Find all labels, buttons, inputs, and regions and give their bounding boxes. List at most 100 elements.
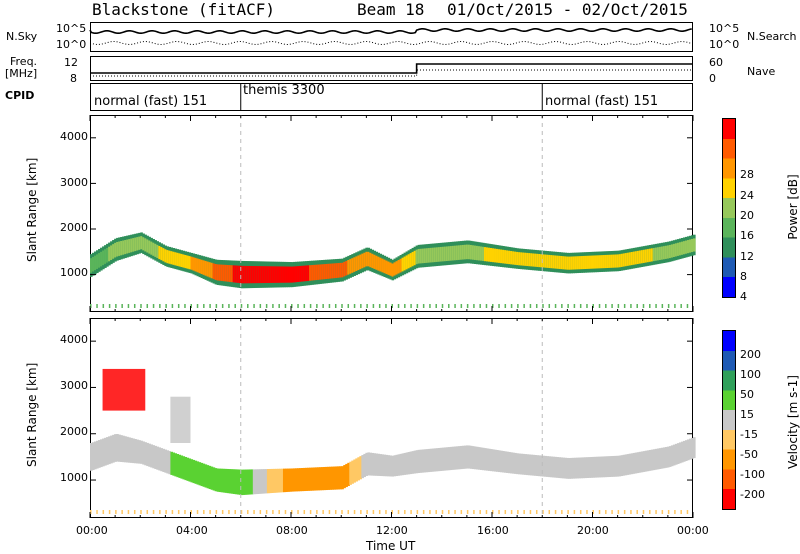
power-band-core: [389, 262, 393, 276]
near-range-speckle: [617, 510, 620, 514]
velocity-band-cell: [580, 457, 584, 479]
power-band-core: [652, 247, 656, 262]
velocity-band-cell: [610, 456, 614, 477]
power-band-core: [256, 266, 260, 284]
power-band-core: [620, 253, 624, 267]
power-band-core: [602, 255, 606, 269]
vel-cb-tick-50: 50: [740, 388, 754, 401]
velocity-band-cell: [473, 446, 477, 470]
power-band-core: [367, 251, 370, 267]
power-band-core: [536, 253, 539, 267]
velocity-band-cell: [94, 441, 97, 470]
near-range-speckle: [473, 510, 475, 514]
velocity-band-cell: [654, 448, 658, 470]
velocity-band-cell: [638, 451, 642, 473]
near-range-speckle: [535, 510, 538, 514]
power-band-core: [168, 250, 171, 264]
velocity-band-cell: [100, 439, 103, 468]
velocity-band-cell: [166, 450, 169, 474]
velocity-band-cell: [455, 446, 459, 470]
velocity-band-cell: [576, 457, 580, 479]
power-band-core: [658, 246, 662, 261]
power-band-core: [638, 250, 642, 264]
power-band-core: [457, 245, 461, 260]
velocity-band-cell: [295, 468, 298, 492]
near-range-speckle: [297, 304, 299, 308]
near-range-speckle: [667, 304, 670, 308]
near-range-speckle: [284, 510, 287, 514]
velocity-band-cell: [122, 435, 125, 463]
power-band-core: [417, 248, 421, 264]
velocity-band-cell: [319, 467, 322, 491]
near-range-speckle: [209, 510, 211, 514]
power-band-core: [174, 252, 178, 266]
near-range-speckle: [579, 510, 582, 514]
vel-cb-tick-m15: -15: [740, 428, 758, 441]
near-range-speckle: [247, 510, 249, 514]
power-band-core: [192, 257, 196, 271]
power-band-core: [578, 256, 582, 270]
power-band-core: [453, 245, 457, 261]
near-range-speckle: [133, 510, 136, 514]
velocity-band-cell: [594, 456, 598, 478]
power-band-core: [260, 266, 264, 284]
velocity-band-cell: [431, 448, 435, 472]
power-band-core: [377, 256, 381, 271]
velocity-band-cell: [680, 441, 684, 463]
near-range-speckle: [322, 510, 324, 514]
near-range-speckle: [479, 510, 481, 514]
velocity-band-cell: [323, 466, 326, 491]
near-range-speckle: [623, 304, 626, 308]
velocity-band-cell: [409, 451, 413, 475]
velocity-band-cell: [363, 453, 366, 478]
velocity-band-cell: [670, 445, 674, 467]
power-band-core: [136, 237, 139, 251]
velocity-band-cell: [120, 435, 123, 462]
near-range-speckle: [196, 510, 199, 514]
power-band-core: [546, 254, 549, 268]
near-range-speckle: [203, 510, 205, 514]
near-range-speckle: [146, 304, 149, 308]
near-range-speckle: [127, 510, 130, 514]
velocity-band-cell: [164, 449, 167, 473]
power-band-core: [124, 240, 127, 255]
power-band-core: [477, 246, 481, 261]
power-band-core: [353, 257, 356, 272]
power-band-core: [435, 247, 439, 262]
power-band-core: [200, 259, 204, 275]
velocity-band-cell: [385, 454, 389, 477]
power-band-core: [660, 246, 664, 260]
power-band-core: [463, 244, 467, 260]
near-range-speckle: [328, 510, 331, 514]
near-range-speckle: [378, 510, 381, 514]
velocity-band-cell: [662, 447, 666, 469]
power-band-core: [240, 265, 244, 284]
near-range-speckle: [529, 510, 532, 514]
velocity-band-cell: [246, 469, 250, 495]
velocity-band-cell: [270, 468, 274, 493]
freq-unit: [MHz]: [5, 67, 38, 80]
power-band-core: [284, 266, 288, 283]
near-range-speckle: [561, 510, 563, 514]
velocity-band-cell: [632, 452, 636, 474]
power-band-core: [682, 241, 686, 255]
power-band-core: [148, 240, 151, 254]
near-range-speckle: [535, 304, 538, 308]
near-range-speckle: [353, 304, 356, 308]
power-band-core: [574, 256, 578, 270]
near-range-speckle: [247, 304, 249, 308]
velocity-band-cell: [520, 453, 523, 475]
power-cb-tick-4: 4: [740, 290, 747, 303]
velocity-band-cell: [361, 455, 364, 479]
velocity-band-cell: [552, 456, 555, 478]
near-range-speckle: [385, 510, 387, 514]
velocity-patch: [170, 396, 191, 443]
velocity-band-cell: [502, 450, 505, 473]
power-band-core: [104, 249, 107, 264]
power-band-core: [616, 254, 620, 268]
velocity-band-cell: [459, 445, 463, 470]
velocity-band-cell: [220, 468, 224, 493]
velocity-band-cell: [646, 450, 650, 472]
power-band-core: [335, 263, 338, 278]
power-ytick-3000: 3000: [60, 176, 88, 189]
